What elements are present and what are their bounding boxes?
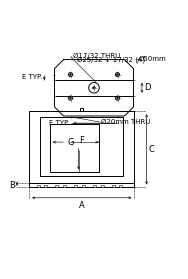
Bar (63, 185, 66, 187)
Bar (119, 185, 122, 187)
Bar (112, 185, 115, 187)
Text: Ø25/32 ↓ 17/32 (4): Ø25/32 ↓ 17/32 (4) (77, 56, 145, 63)
Circle shape (70, 74, 71, 75)
Text: Ø17/32 THRU: Ø17/32 THRU (73, 53, 120, 59)
Text: E TYP.: E TYP. (49, 120, 69, 126)
Text: F: F (79, 136, 84, 145)
Circle shape (117, 98, 118, 99)
Text: G: G (68, 138, 74, 146)
Bar (50, 124, 99, 172)
Bar (55, 185, 58, 187)
Circle shape (93, 87, 95, 89)
Bar (37, 185, 40, 187)
Bar (29, 183, 134, 187)
Bar (74, 185, 77, 187)
Circle shape (70, 98, 71, 99)
Bar (40, 117, 123, 176)
Text: B: B (9, 181, 15, 190)
Bar (93, 185, 96, 187)
Text: Ø20mm THRU: Ø20mm THRU (101, 119, 150, 125)
Text: A: A (79, 201, 85, 210)
Bar (29, 111, 134, 183)
Text: Ø50mm: Ø50mm (139, 56, 167, 62)
Bar (101, 185, 104, 187)
Text: E TYP.: E TYP. (22, 74, 43, 80)
Bar (82, 185, 85, 187)
Bar (44, 185, 47, 187)
Text: C: C (149, 145, 155, 154)
Text: D: D (144, 83, 151, 92)
Circle shape (117, 74, 118, 75)
